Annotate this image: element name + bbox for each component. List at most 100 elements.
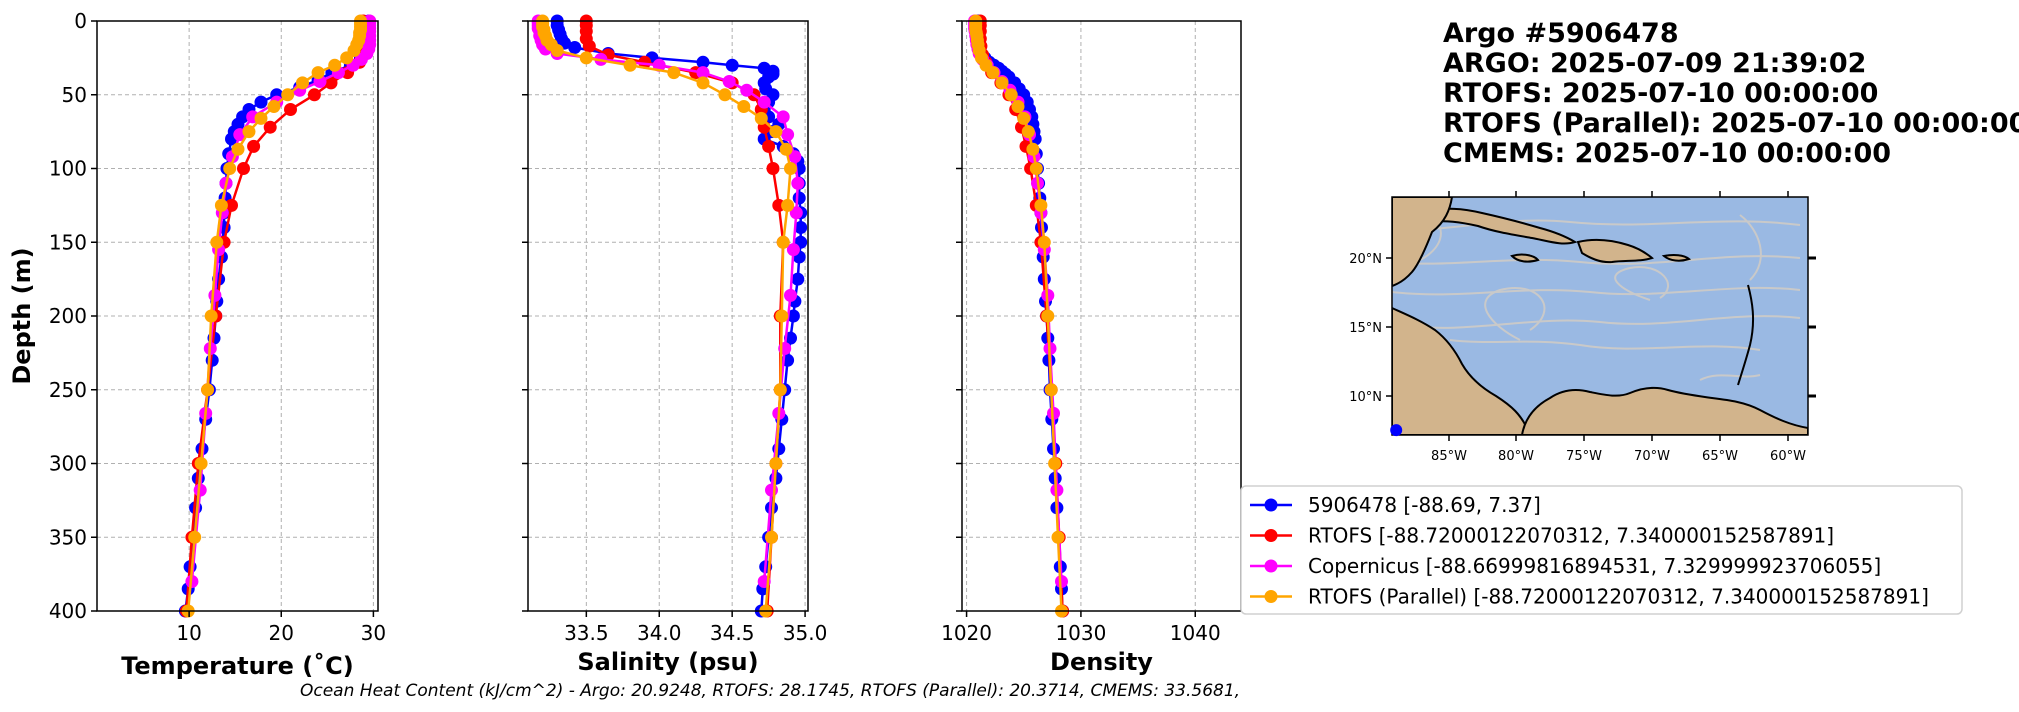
- data-point-argo: [791, 272, 805, 286]
- data-point-rtofs_parallel: [995, 76, 1009, 90]
- legend-label: RTOFS [-88.72000122070312, 7.34000015258…: [1308, 524, 1834, 548]
- data-point-rtofs_parallel: [775, 309, 789, 323]
- data-point-rtofs_parallel: [776, 235, 790, 249]
- data-point-rtofs_parallel: [1004, 88, 1018, 102]
- data-point-copernicus: [791, 176, 805, 190]
- series-rtofs_parallel: [969, 14, 1068, 618]
- data-point-rtofs_parallel: [550, 44, 564, 57]
- data-point-rtofs_parallel: [223, 162, 237, 175]
- y-tick-label: 50: [62, 83, 87, 107]
- float-position-marker: [1390, 424, 1403, 437]
- data-point-rtofs_parallel: [194, 457, 208, 470]
- data-point-rtofs_parallel: [254, 111, 268, 125]
- x-tick-label: 35.0: [783, 621, 828, 645]
- map-lon-label: 85°W: [1431, 449, 1467, 464]
- panel-1: 0 50 100 150 200 250 300 350 400 10 20 30 Temperatur…: [8, 9, 386, 680]
- data-point-rtofs: [237, 162, 250, 175]
- data-point-rtofs: [582, 39, 596, 53]
- map-lat-label: 10°N: [1349, 390, 1382, 405]
- data-point-argo: [765, 501, 778, 515]
- x-axis-title: Temperature (˚C): [121, 652, 354, 680]
- data-point-rtofs_parallel: [769, 125, 783, 139]
- data-point-rtofs_parallel: [769, 457, 783, 470]
- data-point-rtofs_parallel: [667, 66, 681, 80]
- x-tick-label: 1020: [941, 621, 992, 645]
- data-point-rtofs_parallel: [210, 235, 224, 249]
- data-point-copernicus: [1055, 575, 1068, 588]
- data-point-rtofs: [638, 55, 652, 69]
- info-block: Argo #5906478 ARGO: 2025-07-09 21:39:02 …: [1443, 18, 2019, 169]
- data-point-rtofs: [247, 139, 261, 153]
- y-tick-label: 150: [49, 230, 87, 254]
- data-point-rtofs_parallel: [1034, 198, 1048, 212]
- data-point-rtofs_parallel: [1037, 235, 1051, 249]
- data-point-copernicus: [722, 75, 736, 88]
- data-point-rtofs_parallel: [311, 66, 325, 80]
- yucatan: [1392, 197, 1454, 288]
- data-point-rtofs_parallel: [1017, 111, 1031, 125]
- map-lat-label: 15°N: [1349, 321, 1382, 336]
- map-lon-label: 70°W: [1634, 449, 1670, 464]
- legend-marker: [1264, 559, 1278, 573]
- y-tick-label: 250: [49, 378, 87, 402]
- y-tick-label: 350: [49, 525, 87, 549]
- data-point-rtofs_parallel: [737, 100, 751, 113]
- ohc-caption: Ocean Heat Content (kJ/cm^2) - Argo: 20.…: [300, 681, 1240, 701]
- data-point-rtofs: [307, 88, 321, 102]
- y-axis-title: Depth (m): [8, 247, 36, 384]
- data-point-rtofs_parallel: [784, 162, 797, 175]
- x-tick-label: 10: [176, 621, 201, 645]
- data-point-copernicus: [765, 483, 778, 497]
- data-point-rtofs_parallel: [296, 76, 309, 90]
- data-point-copernicus: [757, 95, 771, 109]
- data-point-argo: [792, 191, 806, 205]
- map-lon-label: 75°W: [1566, 449, 1602, 464]
- x-tick-label: 1040: [1170, 621, 1221, 645]
- y-tick-label: 300: [49, 452, 87, 476]
- x-tick-label: 20: [269, 621, 294, 645]
- data-point-rtofs_parallel: [781, 198, 795, 212]
- info-argo-time: ARGO: 2025-07-09 21:39:02: [1443, 48, 1866, 79]
- data-point-rtofs_parallel: [1048, 457, 1062, 470]
- data-point-rtofs_parallel: [1021, 125, 1035, 139]
- data-point-rtofs_parallel: [242, 125, 256, 139]
- current-streamlines: [1392, 214, 1801, 381]
- map-axis-ticks: 85°W 80°W 75°W 70°W 65°W 60°W 20°N 15°N 10°N: [1349, 191, 1816, 464]
- y-tick-label: 100: [49, 157, 87, 181]
- info-title: Argo #5906478: [1443, 18, 1679, 49]
- data-point-rtofs_parallel: [1026, 142, 1040, 156]
- map-lon-label: 80°W: [1498, 449, 1534, 464]
- legend-marker: [1264, 529, 1278, 542]
- data-point-rtofs_parallel: [204, 309, 218, 323]
- data-point-rtofs_parallel: [281, 88, 295, 102]
- data-point-rtofs_parallel: [623, 58, 637, 72]
- data-point-argo: [254, 95, 268, 109]
- info-rtofs-parallel-time: RTOFS (Parallel): 2025-07-10 00:00:00: [1443, 108, 2019, 139]
- data-point-rtofs_parallel: [1044, 383, 1058, 397]
- y-tick-label: 0: [74, 9, 87, 33]
- data-point-argo: [794, 221, 808, 234]
- data-point-copernicus: [740, 83, 754, 97]
- data-point-copernicus: [784, 288, 797, 302]
- panel-2: 33.5 34.0 34.5 35.0 Salinity (psu): [522, 14, 828, 676]
- data-point-copernicus: [696, 66, 710, 80]
- data-point-copernicus: [789, 206, 803, 220]
- legend-entry-rtofs: RTOFS [-88.72000122070312, 7.34000015258…: [1250, 524, 1834, 548]
- data-point-rtofs_parallel: [340, 51, 354, 65]
- data-point-rtofs: [324, 76, 338, 90]
- data-point-rtofs_parallel: [579, 51, 593, 65]
- data-point-argo: [786, 309, 800, 323]
- map-lon-label: 60°W: [1770, 449, 1806, 464]
- data-point-copernicus: [786, 243, 800, 257]
- data-point-rtofs_parallel: [267, 100, 281, 113]
- panel-3: 1020 1030 1040 Density: [941, 14, 1242, 676]
- legend-frame: [1240, 485, 1963, 615]
- data-point-rtofs: [284, 103, 297, 116]
- info-cmems-time: CMEMS: 2025-07-10 00:00:00: [1443, 138, 1891, 169]
- data-point-rtofs_parallel: [1011, 100, 1025, 113]
- x-axis-title: Salinity (psu): [577, 648, 758, 676]
- location-map: 85°W 80°W 75°W 70°W 65°W 60°W 20°N 15°N 10°N: [1349, 191, 1816, 464]
- data-point-rtofs_parallel: [214, 198, 228, 212]
